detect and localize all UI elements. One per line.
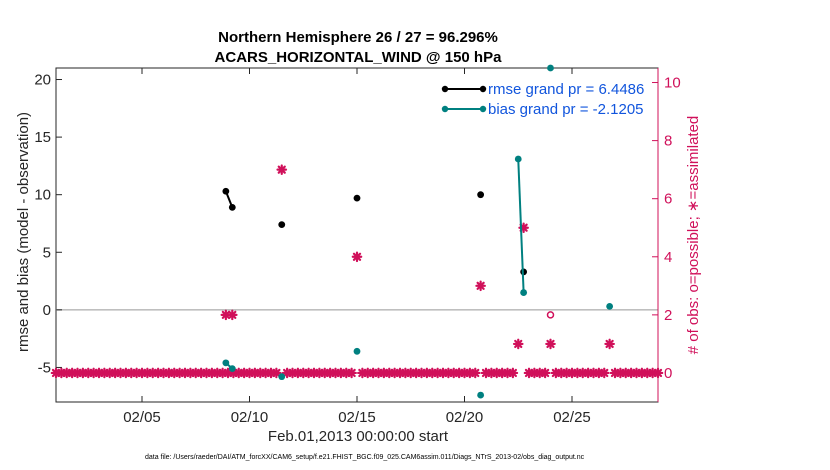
legend-bias-label: bias grand pr = -2.1205 [488, 101, 644, 118]
bias-point [520, 289, 528, 296]
obs-possible-point [546, 311, 555, 319]
obs-star-stroke [653, 368, 663, 378]
obs-star-stroke [541, 368, 550, 378]
bias-point [606, 303, 614, 310]
legend: rmse grand pr = 6.4486 bias grand pr = -… [441, 81, 644, 118]
y-tick-label-right: 4 [664, 249, 672, 266]
bias-point [353, 347, 361, 355]
chart-title-line1: Northern Hemisphere 26 / 27 = 96.296% [218, 29, 498, 46]
obs-star-stroke [471, 368, 480, 378]
rmse-point [353, 194, 361, 202]
obs-star-stroke [600, 368, 609, 378]
obs-assimilated-zero [346, 367, 357, 379]
rmse-point [228, 203, 236, 211]
obs-star-stroke [508, 368, 517, 378]
obs-assimilated-point [276, 164, 288, 175]
bias-line [517, 158, 525, 293]
obs-star-stroke [352, 252, 362, 261]
obs-star-stroke [476, 281, 485, 290]
obs-star-stroke [277, 165, 286, 174]
legend-rmse-label: rmse grand pr = 6.4486 [488, 81, 644, 98]
bias-point [477, 391, 485, 399]
obs-assimilated-zero [539, 367, 551, 379]
x-tick-label: 02/05 [123, 409, 161, 426]
obs-assimilated-zero [507, 367, 519, 379]
rmse-point [278, 221, 286, 229]
obs-assimilated-zero [271, 367, 282, 379]
y-tick-label-right: 2 [664, 307, 672, 324]
y-tick-label-right: 10 [664, 75, 681, 92]
y-axis-label-left: rmse and bias (model - observation) [15, 112, 32, 352]
obs-assimilated-zero [469, 367, 481, 379]
y-axis-label-right: # of obs: o=possible; ∗=assimilated [685, 116, 702, 355]
legend-bias-marker-left [441, 105, 449, 113]
obs-assimilated-point [512, 338, 524, 350]
obs-assimilated-zero [598, 367, 610, 379]
obs-assimilated-zero [652, 367, 664, 379]
obs-assimilated-point [545, 338, 556, 350]
y-tick-label-left: -5 [38, 359, 51, 376]
x-tick-label: 02/15 [338, 409, 376, 426]
y-tick-label-right: 8 [664, 133, 672, 150]
obs-star-stroke [347, 368, 356, 378]
x-tick-label: 02/10 [231, 409, 269, 426]
rmse-point [477, 191, 485, 199]
rmse-point [222, 187, 230, 195]
x-axis-label: Feb.01,2013 00:00:00 start [268, 428, 449, 445]
obs-star-stroke [221, 310, 230, 319]
legend-bias-marker-right [479, 105, 487, 113]
chart-title-line2: ACARS_HORIZONTAL_WIND @ 150 hPa [215, 49, 503, 66]
y-tick-label-left: 20 [34, 72, 51, 89]
obs-assimilated-point [227, 309, 238, 321]
y-tick-label-left: 10 [34, 187, 51, 204]
bias-point [222, 359, 230, 367]
bias-point [514, 155, 522, 163]
obs-assimilated-point [475, 280, 486, 292]
y-tick-label-right: 0 [664, 365, 672, 382]
legend-rmse-marker-right [479, 85, 487, 93]
obs-star-stroke [605, 339, 614, 349]
obs-star-stroke [546, 339, 555, 349]
obs-star-stroke [272, 368, 281, 378]
bias-point [228, 365, 236, 372]
y-tick-label-left: 5 [43, 244, 51, 261]
bias-point [278, 373, 286, 381]
obs-star-stroke [514, 339, 523, 349]
y-tick-label-right: 6 [664, 191, 672, 208]
data-file-footer: data file: /Users/raeder/DAI/ATM_forcXX/… [145, 454, 585, 461]
x-tick-label: 02/25 [553, 409, 591, 426]
x-tick-label: 02/20 [446, 409, 484, 426]
y-tick-label-left: 0 [43, 302, 51, 319]
bias-point [547, 64, 554, 72]
plot-area: 02/05 02/10 02/15 02/20 02/25 -5 0 5 10 15 20 0 2 4 6 8… [34, 64, 681, 426]
y-tick-label-left: 15 [34, 129, 51, 146]
obs-assimilated-point [604, 338, 615, 350]
obs-assimilated-point [351, 251, 363, 263]
obs-star-stroke [228, 310, 237, 319]
legend-rmse-marker-left [441, 85, 449, 93]
